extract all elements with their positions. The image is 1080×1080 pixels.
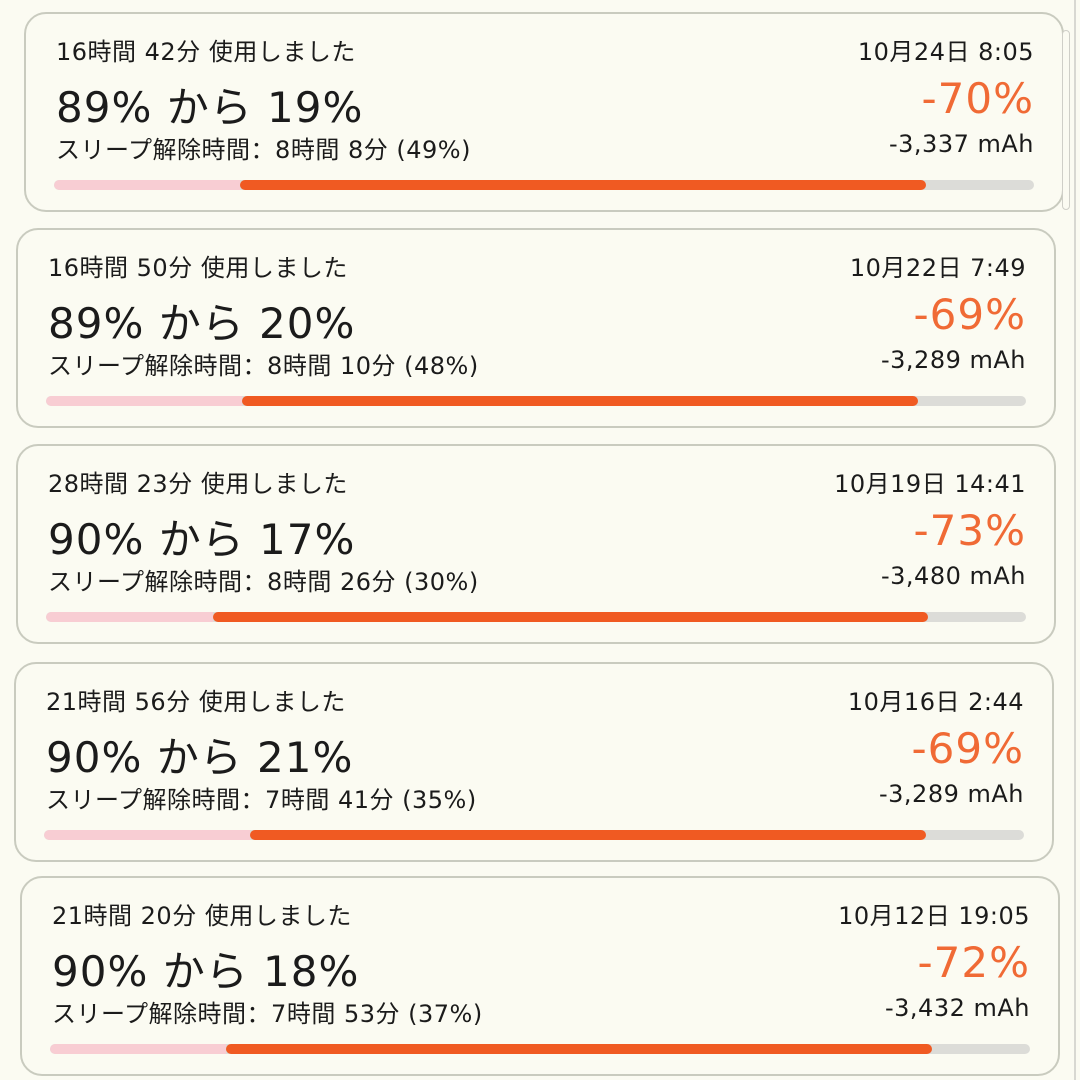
session-date: 10月24日 8:05 bbox=[857, 38, 1034, 66]
awake-time: スリープ解除時間：7時間 53分 (37%) bbox=[52, 1000, 483, 1028]
usage-session-card[interactable]: 21時間 56分 使用しました 10月16日 2:44 90% から 21% -… bbox=[14, 662, 1054, 862]
battery-delta: -70% bbox=[921, 74, 1034, 123]
battery-delta: -73% bbox=[913, 506, 1026, 555]
bar-pink-segment bbox=[54, 180, 241, 190]
usage-session-card[interactable]: 16時間 50分 使用しました 10月22日 7:49 89% から 20% -… bbox=[16, 228, 1056, 428]
battery-range: 90% から 18% bbox=[52, 947, 360, 996]
battery-delta: -72% bbox=[917, 938, 1030, 987]
usage-duration: 28時間 23分 使用しました bbox=[48, 470, 348, 498]
battery-level-bar bbox=[46, 612, 1026, 622]
session-date: 10月12日 19:05 bbox=[838, 902, 1030, 930]
bar-used-segment bbox=[242, 396, 919, 406]
charge-consumed: -3,432 mAh bbox=[884, 994, 1030, 1022]
awake-time: スリープ解除時間：8時間 26分 (30%) bbox=[48, 568, 479, 596]
charge-consumed: -3,480 mAh bbox=[880, 562, 1026, 590]
charge-consumed: -3,289 mAh bbox=[878, 780, 1024, 808]
usage-duration: 16時間 42分 使用しました bbox=[56, 38, 356, 66]
bar-pink-segment bbox=[44, 830, 250, 840]
bar-used-segment bbox=[249, 830, 926, 840]
awake-time: スリープ解除時間：8時間 10分 (48%) bbox=[48, 352, 479, 380]
awake-time: スリープ解除時間：8時間 8分 (49%) bbox=[56, 136, 471, 164]
battery-level-bar bbox=[44, 830, 1024, 840]
battery-level-bar bbox=[46, 396, 1026, 406]
charge-consumed: -3,337 mAh bbox=[888, 130, 1034, 158]
battery-range: 90% から 21% bbox=[46, 733, 354, 782]
session-date: 10月19日 14:41 bbox=[834, 470, 1026, 498]
usage-duration: 16時間 50分 使用しました bbox=[48, 254, 348, 282]
battery-range: 90% から 17% bbox=[48, 515, 356, 564]
usage-session-card[interactable]: 16時間 42分 使用しました 10月24日 8:05 89% から 19% -… bbox=[24, 12, 1064, 212]
usage-session-card[interactable]: 21時間 20分 使用しました 10月12日 19:05 90% から 18% … bbox=[20, 876, 1060, 1076]
battery-delta: -69% bbox=[911, 724, 1024, 773]
bar-used-segment bbox=[226, 1044, 932, 1054]
usage-duration: 21時間 56分 使用しました bbox=[46, 688, 346, 716]
bar-used-segment bbox=[212, 612, 928, 622]
usage-session-card[interactable]: 28時間 23分 使用しました 10月19日 14:41 90% から 17% … bbox=[16, 444, 1056, 644]
charge-consumed: -3,289 mAh bbox=[880, 346, 1026, 374]
bar-pink-segment bbox=[46, 396, 242, 406]
right-edge-divider bbox=[1074, 0, 1076, 1080]
usage-duration: 21時間 20分 使用しました bbox=[52, 902, 352, 930]
awake-time: スリープ解除時間：7時間 41分 (35%) bbox=[46, 786, 477, 814]
battery-range: 89% から 20% bbox=[48, 299, 356, 348]
battery-delta: -69% bbox=[913, 290, 1026, 339]
session-date: 10月22日 7:49 bbox=[849, 254, 1026, 282]
battery-range: 89% から 19% bbox=[56, 83, 364, 132]
scrollbar[interactable] bbox=[1062, 30, 1070, 210]
bar-pink-segment bbox=[50, 1044, 227, 1054]
session-date: 10月16日 2:44 bbox=[847, 688, 1024, 716]
bar-used-segment bbox=[240, 180, 927, 190]
bar-pink-segment bbox=[46, 612, 213, 622]
battery-level-bar bbox=[50, 1044, 1030, 1054]
battery-level-bar bbox=[54, 180, 1034, 190]
